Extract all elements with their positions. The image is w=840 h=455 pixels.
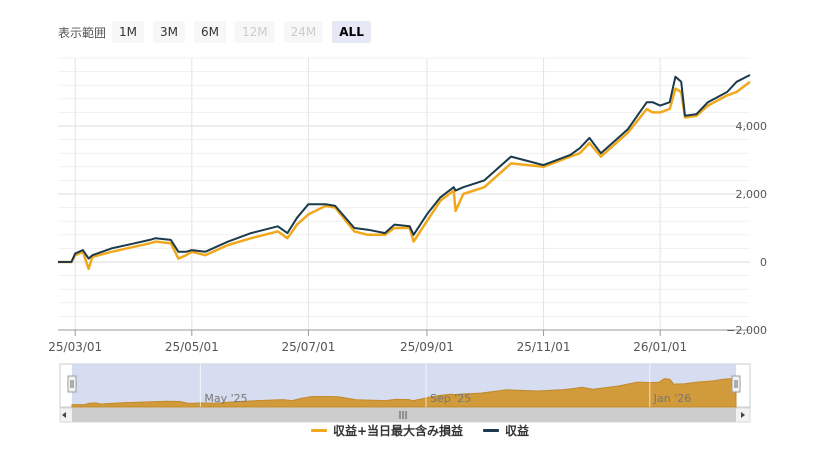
navigator-label: Jan '26 [653,392,691,405]
x-tick-label: 25/11/01 [517,340,571,354]
y-axis: −2,000 0 2,000 4,000 [726,120,767,337]
legend-item-profit-plus-drawdown[interactable]: 収益+当日最大含み損益 [310,422,464,439]
range-button-3m[interactable]: 3M [153,21,186,43]
x-tick-label: 25/09/01 [400,340,454,354]
range-selector-label: 表示範囲 [58,25,107,40]
legend-swatch-navy [483,429,500,432]
x-tick-label: 26/01/01 [633,340,687,354]
navigator-area [71,377,737,408]
legend-label: 収益 [505,424,530,438]
legend-item-profit[interactable]: 収益 [483,422,529,439]
navigator-label: Sep '25 [430,392,471,405]
scrollbar-thumb [72,408,736,422]
range-button-24m: 24M [283,21,324,43]
legend-swatch-orange [310,429,327,432]
grid [58,57,750,331]
y-tick-label: 0 [760,256,767,269]
range-button-6m[interactable]: 6M [194,21,227,43]
navigator-handle-right[interactable] [731,375,741,393]
navigator[interactable]: May '25 Sep '25 Jan '26 [59,363,751,423]
handle-box [731,375,741,393]
navigator-scrollbar[interactable] [59,407,751,423]
range-button-12m: 12M [235,21,275,43]
plot-series [58,74,751,271]
y-tick-label: 2,000 [736,188,768,201]
x-tick-label: 25/07/01 [281,340,335,354]
y-tick-label: −2,000 [726,324,767,337]
legend: 収益+当日最大含み損益 収益 [0,422,840,439]
x-tick-label: 25/03/01 [48,340,102,354]
navigator-label: May '25 [204,392,247,405]
navigator-handle-left[interactable] [67,375,77,393]
handle-box [67,375,77,393]
series-line-0 [58,80,751,271]
scroll-left-icon [62,412,66,418]
range-button-all[interactable]: ALL [332,21,371,43]
legend-label: 収益+当日最大含み損益 [332,424,464,438]
range-button-1m[interactable]: 1M [112,21,145,43]
scroll-right-icon [741,412,745,418]
x-axis: 25/03/01 25/05/01 25/07/01 25/09/01 25/11/01… [48,329,750,354]
y-tick-label: 4,000 [736,120,768,133]
range-selector: 表示範囲 1M 3M 6M 12M 24M ALL [58,20,380,44]
x-tick-label: 25/05/01 [165,340,219,354]
series-line-1 [58,74,751,263]
